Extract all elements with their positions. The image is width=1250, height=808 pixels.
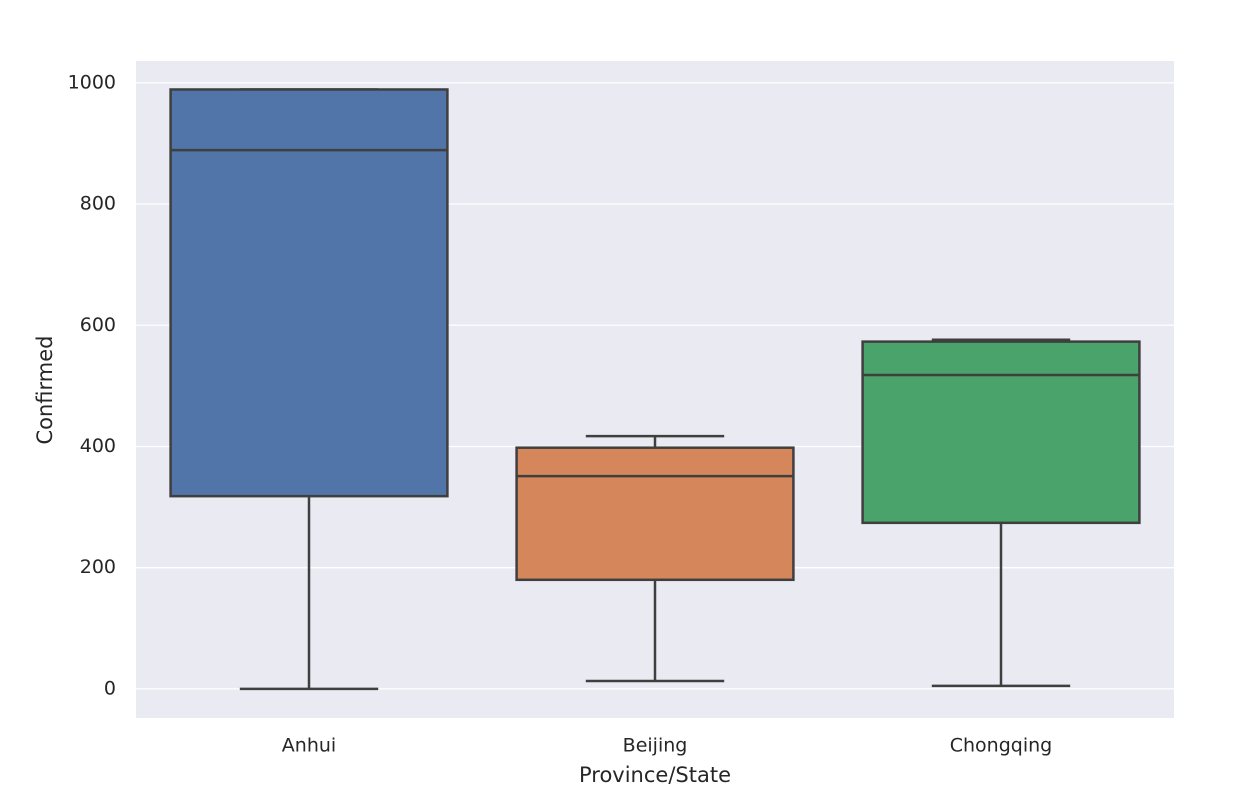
y-tick-label: 600 [80,314,116,336]
x-tick-label: Chongqing [950,735,1052,757]
y-tick-label: 400 [80,435,116,457]
box [169,88,449,498]
x-tick-label: Anhui [282,735,336,757]
y-tick-label: 0 [104,677,116,699]
x-axis-label: Province/State [579,763,731,787]
y-tick-label: 800 [80,193,116,215]
box [515,446,795,582]
box [861,340,1141,525]
y-tick-label: 200 [80,556,116,578]
y-tick-label: 1000 [68,71,116,93]
x-tick-label: Beijing [623,735,688,757]
y-axis-label: Confirmed [33,335,57,444]
